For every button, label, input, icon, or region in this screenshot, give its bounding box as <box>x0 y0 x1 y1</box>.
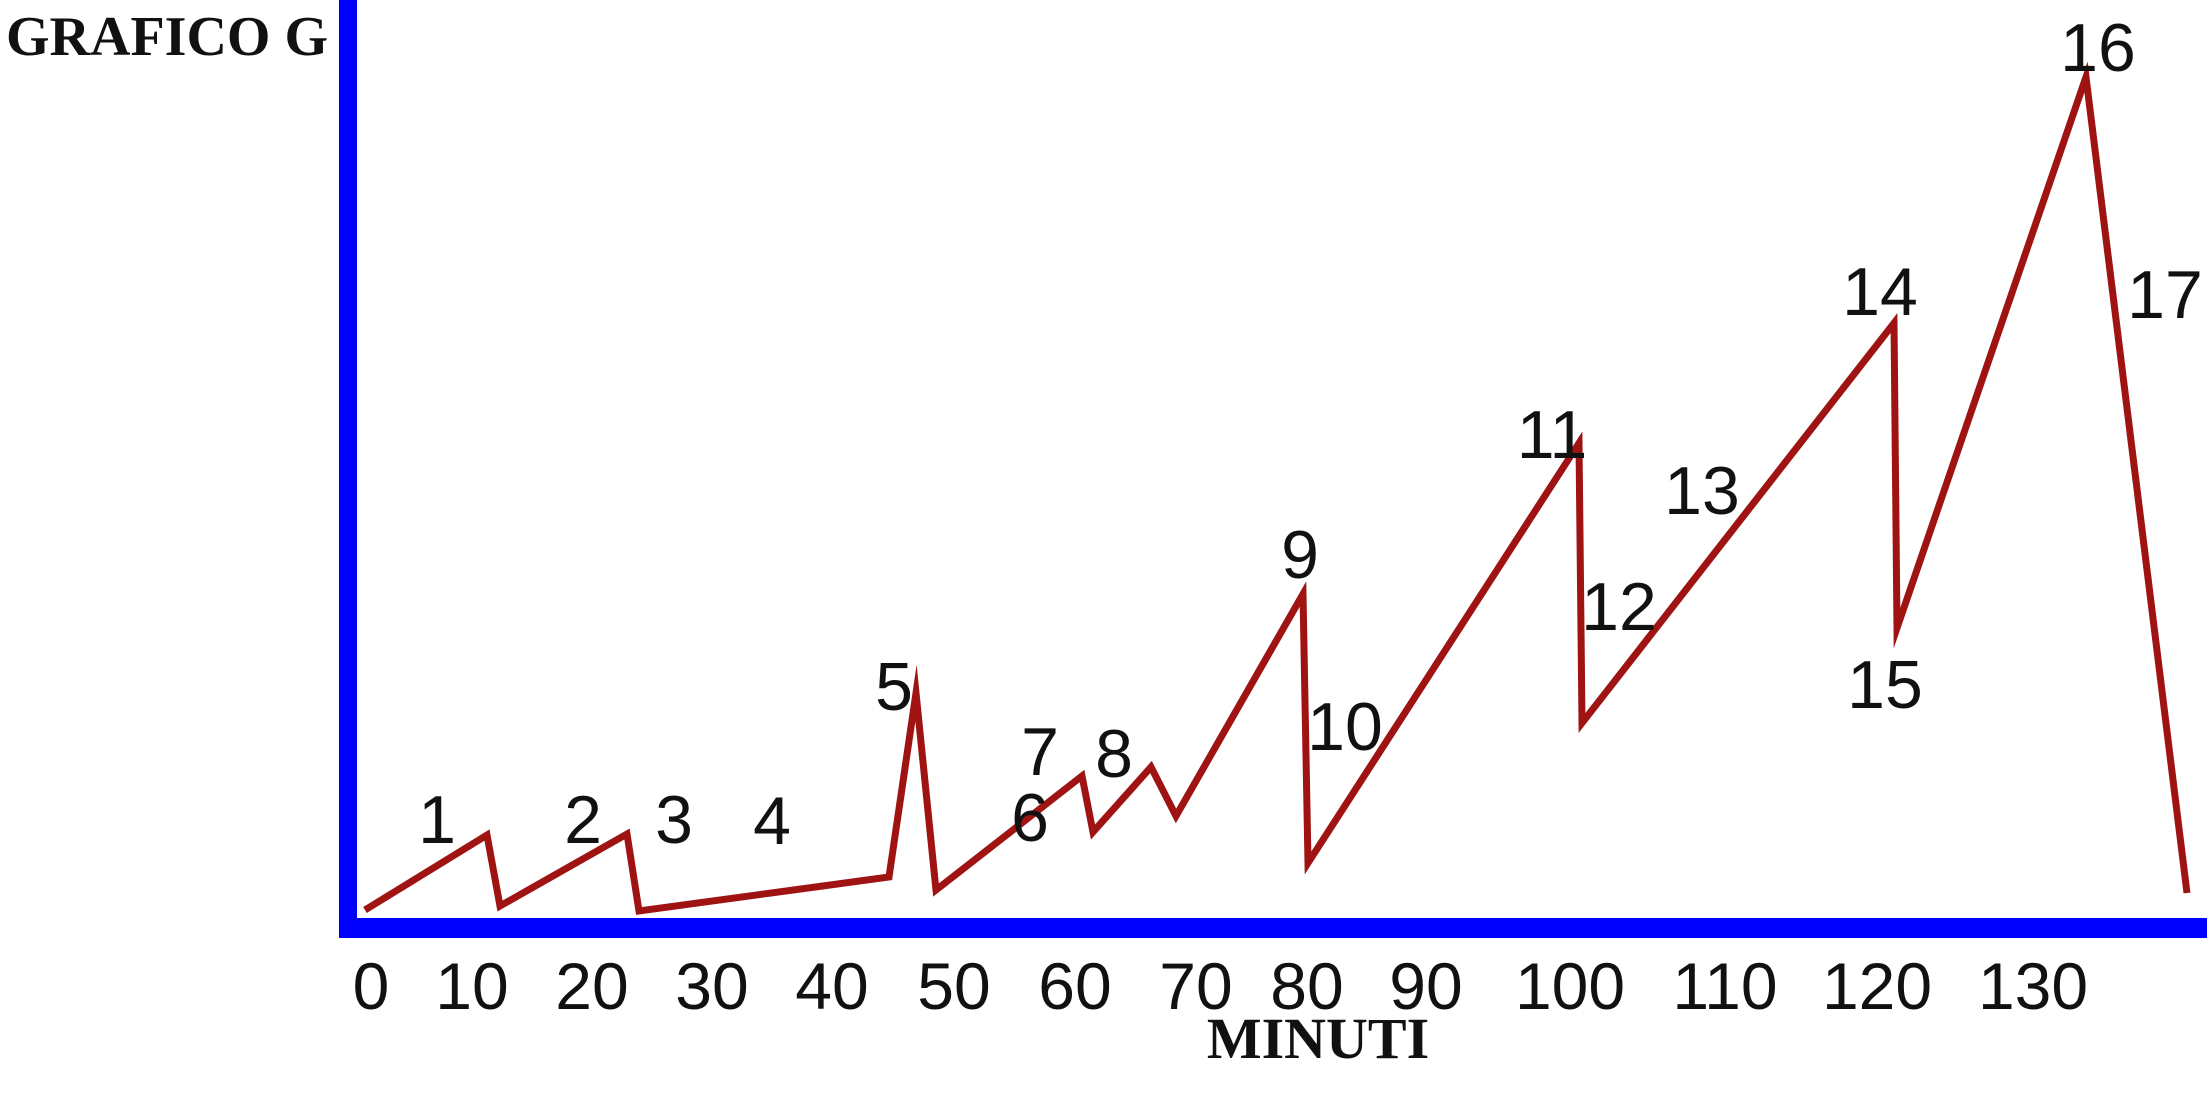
x-tick-label-0: 0 <box>353 949 390 1023</box>
x-tick-label-50: 50 <box>917 949 990 1023</box>
x-axis-tick-labels-group: 0 10 20 30 40 50 60 70 80 90 100 110 120 130 <box>353 949 2088 1023</box>
x-tick-label-90: 90 <box>1389 949 1462 1023</box>
x-tick-label-110: 110 <box>1672 949 1777 1023</box>
point-label-12: 12 <box>1581 569 1657 645</box>
series-polyline <box>363 61 2191 915</box>
x-tick-label-10: 10 <box>435 949 508 1023</box>
point-label-11: 11 <box>1517 397 1588 473</box>
point-label-8: 8 <box>1095 716 1133 792</box>
point-label-1: 1 <box>418 782 456 858</box>
point-label-16: 16 <box>2060 10 2136 86</box>
point-label-3: 3 <box>655 782 693 858</box>
x-axis-title: MINUTI <box>1207 1006 1429 1071</box>
x-axis-bar <box>339 918 2207 938</box>
x-tick-label-60: 60 <box>1038 949 1111 1023</box>
point-label-5: 5 <box>875 649 913 725</box>
x-tick-label-30: 30 <box>675 949 748 1023</box>
x-tick-label-70: 70 <box>1159 949 1232 1023</box>
y-axis-bar <box>339 0 357 938</box>
point-label-4: 4 <box>753 783 791 859</box>
point-label-6: 6 <box>1011 780 1049 856</box>
point-label-15: 15 <box>1847 647 1923 723</box>
x-tick-label-120: 120 <box>1822 949 1932 1023</box>
x-tick-label-100: 100 <box>1515 949 1625 1023</box>
point-label-13: 13 <box>1664 453 1740 529</box>
point-label-17: 17 <box>2127 257 2203 333</box>
point-label-10: 10 <box>1307 689 1383 765</box>
point-label-9: 9 <box>1281 517 1319 593</box>
x-tick-label-40: 40 <box>795 949 868 1023</box>
x-tick-label-130: 130 <box>1978 949 2088 1023</box>
x-tick-label-20: 20 <box>555 949 628 1023</box>
point-label-2: 2 <box>564 782 602 858</box>
point-label-7: 7 <box>1021 714 1059 790</box>
chart-title: GRAFICO G <box>6 6 328 68</box>
x-tick-label-80: 80 <box>1270 949 1343 1023</box>
point-label-14: 14 <box>1842 254 1918 330</box>
